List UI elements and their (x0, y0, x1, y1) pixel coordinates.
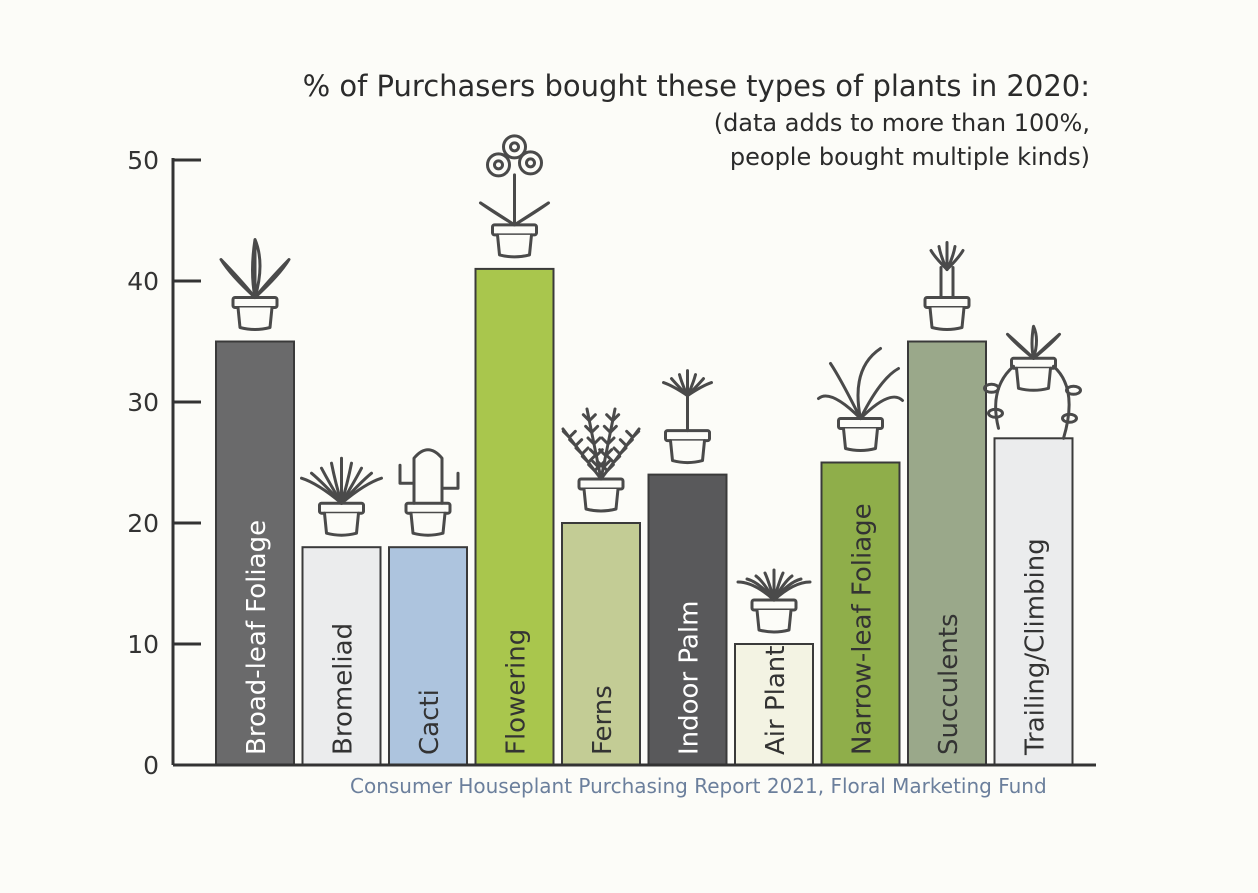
bar-category-label: Trailing/Climbing (1021, 538, 1051, 756)
broadleaf-plant-icon (219, 238, 291, 331)
bar-category-label: Flowering (502, 629, 532, 755)
y-tick-label: 10 (127, 630, 159, 659)
y-tick-label: 40 (127, 267, 159, 296)
bar (561, 522, 641, 766)
y-tick-label: 30 (127, 388, 159, 417)
fern-icon (561, 407, 641, 513)
bar (474, 267, 555, 766)
chart-title: % of Purchasers bought these types of pl… (302, 69, 1090, 103)
succulent-icon (923, 241, 971, 331)
cactus-icon (398, 448, 460, 537)
bar (301, 546, 382, 767)
bar (647, 473, 728, 766)
palm-icon (662, 369, 713, 465)
y-tick-label: 0 (143, 751, 159, 780)
bar (388, 546, 468, 767)
bar (993, 437, 1074, 766)
title-block: % of Purchasers bought these types of pl… (303, 66, 1090, 174)
bar (734, 643, 814, 766)
y-tick-label: 50 (127, 146, 159, 175)
chart-subtitle-line-2: people bought multiple kinds) (729, 143, 1090, 171)
bar-category-label: Indoor Palm (675, 601, 705, 755)
bar-category-label: Narrow-leaf Foliage (848, 503, 878, 755)
flowering-plant-icon (479, 134, 550, 259)
bromeliad-icon (300, 456, 383, 537)
y-tick-label: 20 (127, 509, 159, 538)
bar (907, 340, 987, 766)
air-plant-icon (736, 568, 812, 634)
source-note: Consumer Houseplant Purchasing Report 20… (350, 774, 1047, 798)
narrowleaf-plant-icon (817, 347, 904, 452)
bar-category-label: Broad-leaf Foliage (242, 520, 272, 755)
bar-category-label: Bromeliad (329, 623, 359, 755)
chart-subtitle-line-1: (data adds to more than 100%, (713, 109, 1090, 137)
bar (820, 461, 901, 766)
trailing-plant-icon (983, 324, 1082, 440)
bar-category-label: Ferns (588, 685, 618, 755)
bar-category-label: Air Plant (761, 646, 791, 755)
bar-category-label: Succulents (934, 614, 964, 756)
bar-category-label: Cacti (415, 689, 445, 755)
